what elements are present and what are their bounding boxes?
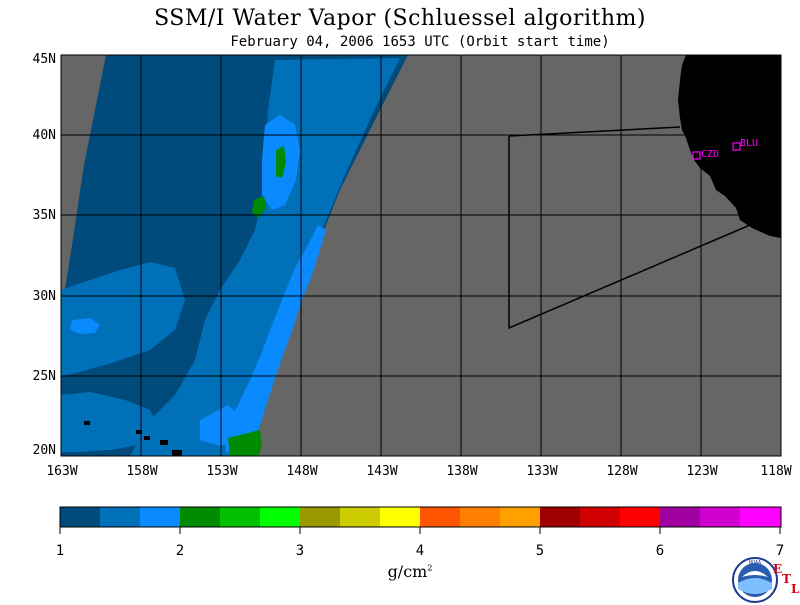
- colorbar-cell-14: [580, 507, 621, 527]
- station-czd-label: CZD: [701, 149, 719, 160]
- colorbar-label-6: 6: [655, 543, 665, 559]
- lat-label-30n: 30N: [32, 289, 56, 304]
- lat-label-45n: 45N: [32, 52, 56, 67]
- lon-label-143w: 143W: [366, 464, 398, 479]
- lon-label-123w: 123W: [686, 464, 718, 479]
- etl-letter-l: L: [791, 582, 800, 596]
- station-markers: CZD BLU: [692, 138, 758, 160]
- map-frame-group: CZD BLU: [60, 54, 782, 457]
- colorbar-ticks: [59, 527, 781, 534]
- colorbar-cell-17: [700, 507, 741, 527]
- lat-label-20n: 20N: [32, 443, 56, 458]
- colorbar-units: g/cm2: [380, 562, 440, 581]
- colorbar-label-3: 3: [295, 543, 305, 559]
- map-grid-lines: [61, 55, 781, 456]
- etl-letter-e: E: [773, 562, 783, 576]
- lon-label-138w: 138W: [446, 464, 478, 479]
- colorbar-cell-16: [660, 507, 701, 527]
- colorbar-label-1: 1: [55, 543, 65, 559]
- swath-medium-blue-west: [61, 262, 185, 376]
- units-superscript: 2: [427, 563, 433, 573]
- lon-label-133w: 133W: [526, 464, 558, 479]
- swath-medium-blue-east: [130, 58, 400, 456]
- station-blu-marker: [732, 142, 741, 151]
- colorbar-cell-18: [740, 507, 781, 527]
- island-2: [136, 430, 142, 434]
- vapor-green-mid: [252, 196, 266, 218]
- lon-label-158w: 158W: [126, 464, 158, 479]
- colorbar-cell-15: [620, 507, 661, 527]
- island-1: [84, 421, 90, 425]
- colorbar-cell-12: [500, 507, 541, 527]
- colorbar-label-7: 7: [775, 543, 785, 559]
- lon-label-128w: 128W: [606, 464, 638, 479]
- chart-subtitle: February 04, 2006 1653 UTC (Orbit start …: [230, 34, 610, 50]
- station-blu-label: BLU: [740, 138, 758, 149]
- vapor-bright-blue-west: [70, 318, 100, 334]
- colorbar-cell-2: [100, 507, 141, 527]
- colorbar-label-4: 4: [415, 543, 425, 559]
- chart-title: SSM/I Water Vapor (Schluessel algorithm): [154, 6, 646, 31]
- colorbar-cell-10: [420, 507, 461, 527]
- colorbar-cell-5: [220, 507, 261, 527]
- lon-label-153w: 153W: [206, 464, 238, 479]
- map-border: [60, 54, 782, 457]
- colorbar-cell-8: [340, 507, 381, 527]
- colorbar-cell-4: [180, 507, 221, 527]
- vapor-green-south: [228, 430, 262, 456]
- units-main: g/cm: [387, 562, 428, 581]
- colorbar-cell-6: [260, 507, 301, 527]
- colorbar-cells: [60, 507, 781, 527]
- noaa-logo-text: NOAA: [749, 560, 761, 566]
- lon-label-163w: 163W: [46, 464, 78, 479]
- colorbar-cell-3: [140, 507, 181, 527]
- island-5: [172, 450, 182, 456]
- colorbar-cell-13: [540, 507, 581, 527]
- vapor-green-north: [276, 146, 286, 178]
- vapor-bright-blue-south: [200, 405, 245, 446]
- colorbar-label-2: 2: [175, 543, 185, 559]
- lat-label-40n: 40N: [32, 128, 56, 143]
- lon-label-148w: 148W: [286, 464, 318, 479]
- colorbar-label-5: 5: [535, 543, 545, 559]
- land-north-america: [678, 55, 781, 238]
- hawaii-islands: [84, 421, 182, 456]
- etl-letter-t: T: [782, 572, 791, 586]
- flight-track: [508, 126, 681, 137]
- station-czd-marker: [692, 151, 701, 160]
- lat-label-35n: 35N: [32, 208, 56, 223]
- swath-medium-blue-south: [61, 392, 160, 452]
- island-4: [160, 440, 168, 445]
- island-3: [144, 436, 150, 440]
- colorbar-cell-11: [460, 507, 501, 527]
- colorbar-cell-1: [60, 507, 101, 527]
- colorbar-cell-9: [380, 507, 421, 527]
- colorbar: [59, 506, 782, 534]
- flight-track-path: [508, 136, 751, 330]
- lat-label-25n: 25N: [32, 369, 56, 384]
- water-vapor-map: CZD BLU: [60, 54, 782, 457]
- lon-label-118w: 118W: [760, 464, 792, 479]
- colorbar-cell-7: [300, 507, 341, 527]
